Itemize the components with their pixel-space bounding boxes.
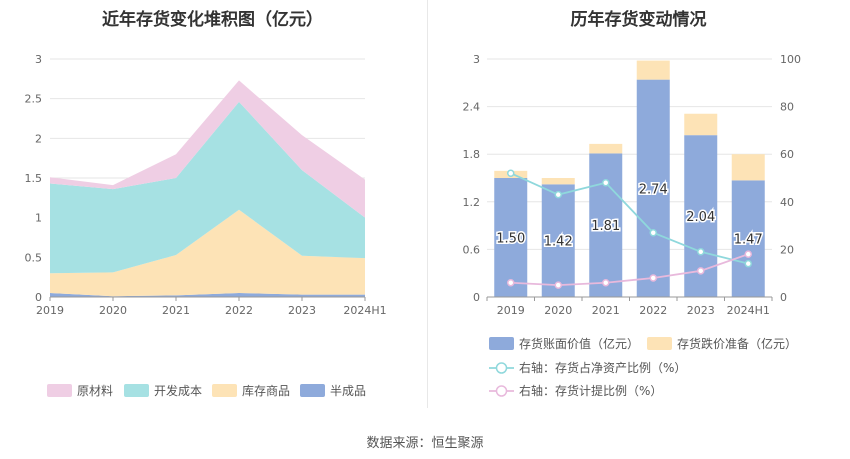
legend-marker (495, 385, 508, 397)
y-tick-label: 1.8 (463, 148, 481, 161)
area-开发成本 (50, 101, 365, 274)
x-tick-label: 2020 (99, 304, 127, 317)
x-tick-label: 2019 (497, 304, 525, 317)
y2-tick-label: 20 (780, 243, 794, 256)
y-tick-label: 0 (473, 291, 480, 304)
line-point (554, 190, 562, 199)
panel-divider (427, 0, 428, 408)
x-tick-label: 2021 (592, 304, 620, 317)
right-chart-title: 历年存货变动情况 (570, 10, 707, 30)
x-tick-label: 2022 (225, 304, 253, 317)
bar-provision (636, 60, 670, 80)
line-右轴：存货计提比例（%） (510, 253, 749, 287)
x-tick-label: 2020 (544, 304, 572, 317)
y-tick-label: 3 (35, 53, 42, 66)
line-point (602, 278, 610, 287)
legend-label: 存货跌价准备（亿元） (677, 336, 797, 351)
legend-swatch (647, 337, 672, 350)
y2-tick-label: 40 (780, 196, 794, 209)
bar-data-label: 1.47 (734, 233, 763, 248)
legend-label: 原材料 (77, 384, 113, 398)
stacked-area-chart: 0 0.5 1 1.5 2 2.5 3 2019 2020 2021 2022 2023 2024H1 原… (25, 53, 387, 398)
x-tick-label: 2024H1 (727, 304, 770, 317)
legend-label: 半成品 (330, 384, 366, 398)
y-tick-label: 0.6 (463, 243, 481, 256)
x-tick-label: 2023 (288, 304, 316, 317)
area-原材料 (50, 80, 365, 218)
legend-label: 存货账面价值（亿元） (519, 336, 639, 351)
bar-data-label: 1.42 (544, 235, 573, 250)
line-point (554, 281, 562, 289)
line-右轴：存货占净资产比例（%） (510, 172, 749, 265)
bar-data-label: 2.74 (639, 182, 668, 197)
y-tick-label: 2.4 (463, 101, 481, 114)
legend-label: 库存商品 (242, 383, 290, 398)
y-tick-label: 1 (35, 212, 42, 225)
legend-swatch (124, 384, 149, 397)
line-point (649, 228, 657, 237)
legend-marker (495, 362, 508, 374)
y-tick-label: 3 (473, 53, 480, 66)
legend-label: 右轴：存货占净资产比例（%） (519, 360, 686, 375)
y2-tick-label: 60 (780, 148, 794, 161)
bar-data-label: 1.50 (496, 232, 525, 247)
bar-provision (684, 113, 718, 136)
y2-tick-label: 0 (780, 291, 787, 304)
legend-swatch (300, 384, 325, 397)
bar-provision (541, 178, 575, 185)
legend-label: 右轴：存货计提比例（%） (519, 383, 662, 398)
y-tick-label: 2.5 (25, 93, 43, 106)
y-tick-label: 0 (35, 291, 42, 304)
bar-book-value (589, 153, 623, 297)
y-tick-label: 1.2 (463, 196, 481, 209)
y-tick-label: 1.5 (25, 172, 43, 185)
legend-swatch (47, 384, 72, 397)
line-point (649, 274, 657, 282)
line-point (507, 169, 515, 177)
bar-book-value (494, 178, 528, 297)
bar-provision (731, 154, 765, 181)
y-tick-label: 0.5 (25, 251, 43, 264)
bar-data-label: 1.81 (591, 219, 620, 234)
legend-swatch (212, 384, 237, 397)
y2-tick-label: 80 (780, 101, 794, 114)
bar-data-label: 2.04 (686, 210, 715, 225)
legend-swatch (489, 337, 514, 350)
bar-book-value (541, 184, 575, 297)
x-tick-label: 2024H1 (343, 304, 386, 317)
line-point (602, 179, 610, 187)
line-point (744, 250, 752, 258)
bar-book-value (731, 180, 765, 297)
line-point (697, 267, 705, 275)
x-tick-label: 2022 (639, 304, 667, 317)
y-tick-label: 2 (35, 132, 42, 145)
x-tick-label: 2023 (687, 304, 715, 317)
bar-book-value (636, 79, 670, 297)
data-source-note: 数据来源：恒生聚源 (366, 436, 484, 451)
bar-provision (589, 143, 623, 154)
y2-tick-label: 100 (780, 53, 801, 66)
left-chart-title: 近年存货变化堆积图（亿元） (102, 10, 323, 30)
x-tick-label: 2019 (36, 304, 64, 317)
line-point (697, 248, 705, 256)
line-point (744, 259, 752, 268)
x-tick-label: 2021 (162, 304, 190, 317)
area-库存商品 (50, 209, 365, 297)
line-point (507, 278, 515, 287)
legend-label: 开发成本 (154, 383, 202, 398)
